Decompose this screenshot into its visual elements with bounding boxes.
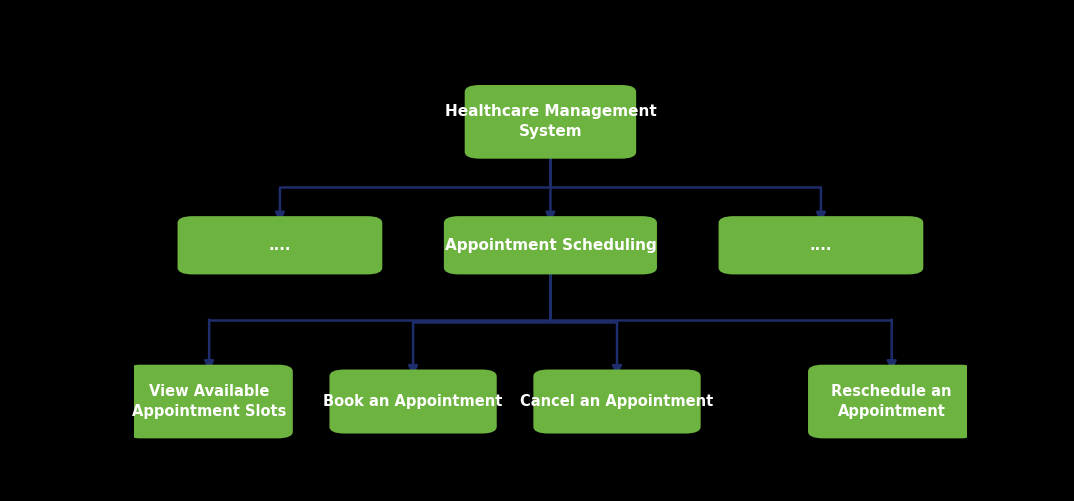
Text: Reschedule an
Appointment: Reschedule an Appointment <box>831 384 952 419</box>
Text: View Available
Appointment Slots: View Available Appointment Slots <box>132 384 287 419</box>
FancyBboxPatch shape <box>465 85 636 159</box>
FancyBboxPatch shape <box>177 216 382 275</box>
FancyBboxPatch shape <box>534 370 700 433</box>
FancyBboxPatch shape <box>808 365 975 438</box>
Text: Cancel an Appointment: Cancel an Appointment <box>521 394 713 409</box>
FancyBboxPatch shape <box>444 216 657 275</box>
Text: Healthcare Management
System: Healthcare Management System <box>445 104 656 139</box>
Text: ....: .... <box>268 238 291 253</box>
FancyBboxPatch shape <box>330 370 497 433</box>
Text: Appointment Scheduling: Appointment Scheduling <box>445 238 656 253</box>
FancyBboxPatch shape <box>126 365 293 438</box>
Text: ....: .... <box>810 238 832 253</box>
FancyBboxPatch shape <box>719 216 924 275</box>
Text: Book an Appointment: Book an Appointment <box>323 394 503 409</box>
